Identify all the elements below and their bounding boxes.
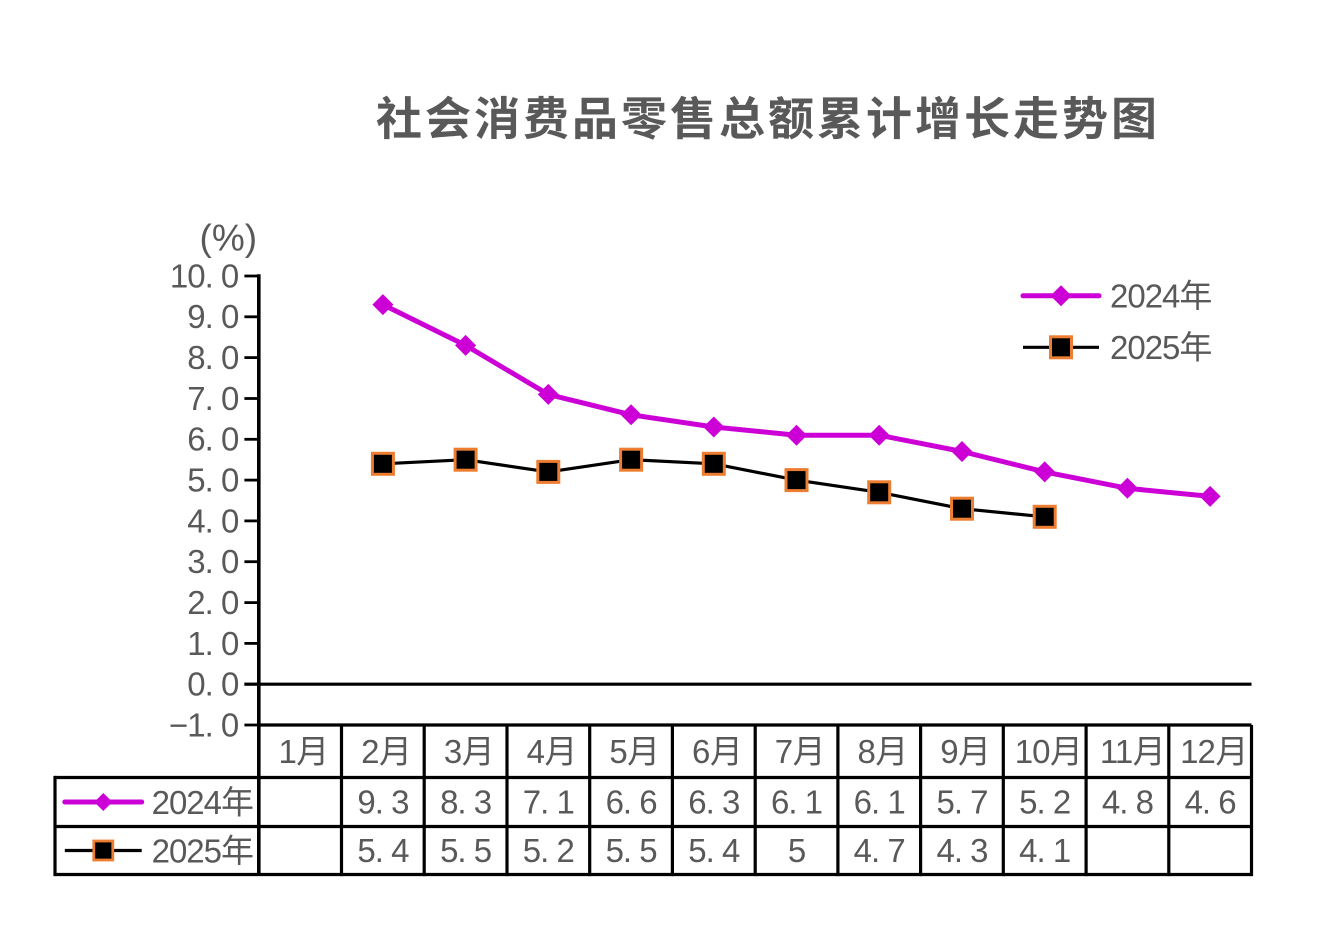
svg-text:6. 1: 6. 1 <box>771 783 822 820</box>
svg-text:0. 0: 0. 0 <box>187 666 239 703</box>
svg-text:5: 5 <box>788 832 805 869</box>
svg-text:2. 0: 2. 0 <box>187 584 239 621</box>
svg-text:6. 6: 6. 6 <box>606 783 657 820</box>
svg-text:1. 0: 1. 0 <box>187 625 239 662</box>
svg-text:10: 10 <box>1015 733 1050 770</box>
svg-text:2025: 2025 <box>152 832 221 869</box>
svg-text:4: 4 <box>527 733 545 770</box>
svg-text:8: 8 <box>858 733 875 770</box>
svg-text:4. 1: 4. 1 <box>1019 832 1070 869</box>
svg-text:4. 8: 4. 8 <box>1102 783 1153 820</box>
svg-text:9. 3: 9. 3 <box>357 783 408 820</box>
svg-text:4. 0: 4. 0 <box>187 502 239 539</box>
svg-text:6. 1: 6. 1 <box>854 783 905 820</box>
svg-text:4. 3: 4. 3 <box>936 832 987 869</box>
svg-text:−1. 0: −1. 0 <box>169 706 239 743</box>
svg-text:9: 9 <box>940 733 957 770</box>
svg-text:5. 4: 5. 4 <box>357 832 409 869</box>
svg-text:4. 7: 4. 7 <box>854 832 905 869</box>
svg-text:2024: 2024 <box>152 784 222 821</box>
svg-text:2025: 2025 <box>1110 329 1179 366</box>
svg-text:4. 6: 4. 6 <box>1185 783 1236 820</box>
svg-text:2: 2 <box>361 733 378 770</box>
svg-text:3. 0: 3. 0 <box>187 543 239 580</box>
svg-text:5. 0: 5. 0 <box>187 462 239 499</box>
svg-text:2024: 2024 <box>1110 277 1180 314</box>
svg-text:(%): (%) <box>200 218 258 259</box>
svg-text:6. 3: 6. 3 <box>688 783 739 820</box>
svg-text:10. 0: 10. 0 <box>170 257 239 294</box>
svg-text:5. 2: 5. 2 <box>523 832 574 869</box>
svg-text:8. 3: 8. 3 <box>440 783 491 820</box>
svg-text:6. 0: 6. 0 <box>187 421 239 458</box>
svg-text:7. 1: 7. 1 <box>523 783 574 820</box>
svg-text:9. 0: 9. 0 <box>187 298 239 335</box>
svg-text:1: 1 <box>278 733 295 770</box>
svg-text:5. 4: 5. 4 <box>688 832 740 869</box>
svg-text:3: 3 <box>444 733 461 770</box>
svg-text:11: 11 <box>1100 733 1132 770</box>
svg-text:8. 0: 8. 0 <box>187 339 239 376</box>
svg-text:5. 5: 5. 5 <box>440 832 491 869</box>
svg-text:5. 2: 5. 2 <box>1019 783 1070 820</box>
svg-text:5: 5 <box>609 733 626 770</box>
svg-text:5. 7: 5. 7 <box>936 783 987 820</box>
svg-text:7: 7 <box>775 733 792 770</box>
svg-text:6: 6 <box>692 733 709 770</box>
svg-text:5. 5: 5. 5 <box>606 832 657 869</box>
svg-text:7. 0: 7. 0 <box>187 380 239 417</box>
svg-text:12: 12 <box>1180 733 1215 770</box>
